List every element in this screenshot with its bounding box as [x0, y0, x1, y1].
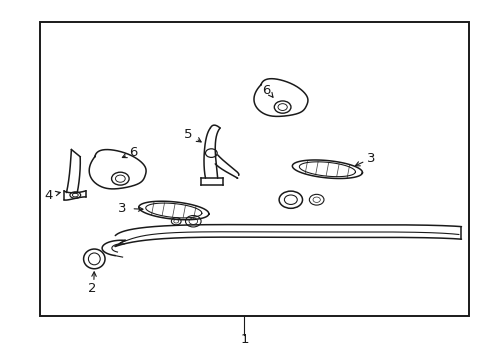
Text: 3: 3: [366, 152, 375, 165]
Text: 2: 2: [88, 282, 97, 295]
Text: 6: 6: [262, 84, 270, 97]
Text: 6: 6: [129, 145, 138, 158]
Text: 5: 5: [184, 127, 192, 141]
Text: 3: 3: [118, 202, 126, 215]
Text: 1: 1: [240, 333, 248, 346]
Text: 4: 4: [44, 189, 53, 202]
Bar: [40, 22, 468, 316]
